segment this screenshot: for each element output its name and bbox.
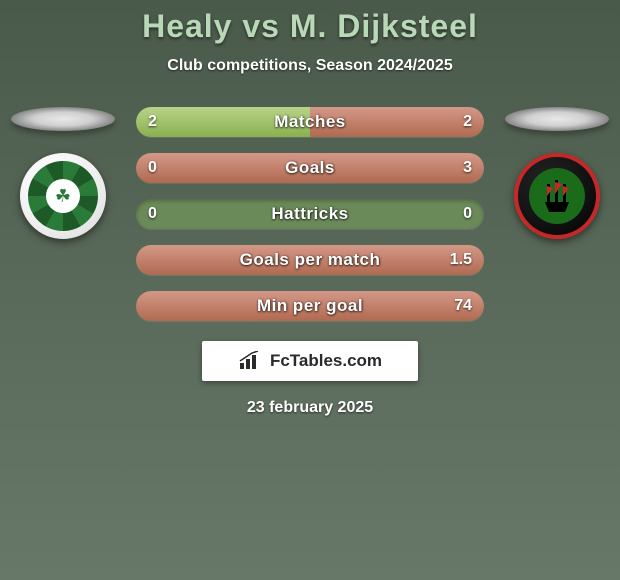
stat-value-left: 2 <box>148 113 157 131</box>
stat-value-right: 74 <box>454 297 472 315</box>
stat-row-hattricks: 0 Hattricks 0 <box>136 199 484 229</box>
date-text: 23 february 2025 <box>0 399 620 417</box>
stat-row-matches: 2 Matches 2 <box>136 107 484 137</box>
stat-label: Goals per match <box>136 250 484 270</box>
stat-value-right: 3 <box>463 159 472 177</box>
stat-row-gpm: Goals per match 1.5 <box>136 245 484 275</box>
shamrock-icon: ☘ <box>46 179 80 213</box>
right-player-col <box>502 107 612 239</box>
comparison-card: Healy vs M. Dijksteel Club competitions,… <box>0 0 620 417</box>
stat-value-right: 1.5 <box>450 251 472 269</box>
stat-value-right: 0 <box>463 205 472 223</box>
player-slot-right <box>505 107 609 131</box>
stat-row-goals: 0 Goals 3 <box>136 153 484 183</box>
stat-value-left: 0 <box>148 159 157 177</box>
crest-left-ring: ☘ <box>28 161 98 231</box>
stat-label: Goals <box>136 158 484 178</box>
left-player-col: ☘ <box>8 107 118 239</box>
brand-text: FcTables.com <box>270 351 382 371</box>
stat-label: Min per goal <box>136 296 484 316</box>
player-slot-left <box>11 107 115 131</box>
subtitle: Club competitions, Season 2024/2025 <box>0 57 620 75</box>
stat-value-right: 2 <box>463 113 472 131</box>
page-title: Healy vs M. Dijksteel <box>0 8 620 45</box>
stat-row-mpg: Min per goal 74 <box>136 291 484 321</box>
stats-column: 2 Matches 2 0 Goals 3 0 Hattricks 0 Goal… <box>136 107 484 321</box>
team-crest-right <box>514 153 600 239</box>
cork-ship-icon <box>527 166 587 226</box>
brand-badge[interactable]: FcTables.com <box>202 341 418 381</box>
main-row: ☘ 2 Matches 2 0 Goals 3 0 Hattricks 0 <box>0 107 620 321</box>
stat-label: Hattricks <box>136 204 484 224</box>
stat-value-left: 0 <box>148 205 157 223</box>
stat-label: Matches <box>136 112 484 132</box>
team-crest-left: ☘ <box>20 153 106 239</box>
bar-chart-icon <box>238 351 264 371</box>
